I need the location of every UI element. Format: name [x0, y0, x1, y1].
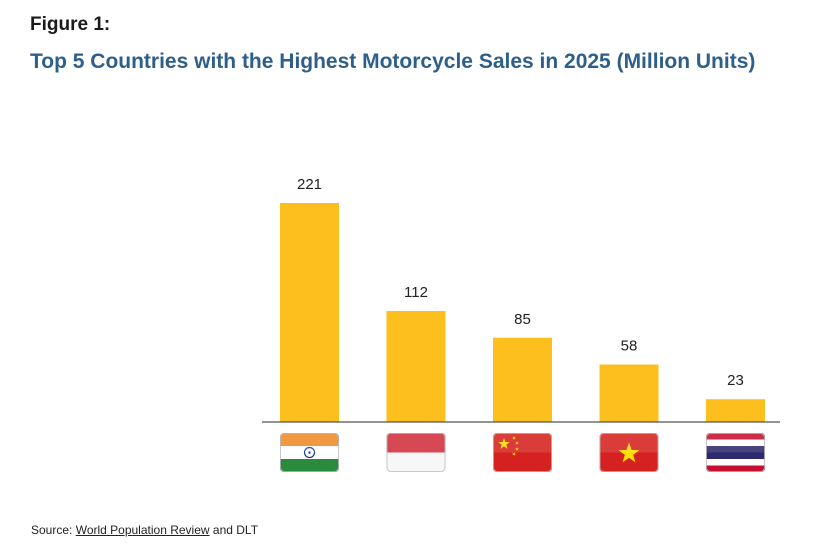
- bar-thailand: [706, 399, 765, 422]
- bar-india: [280, 203, 339, 422]
- source-prefix: Source:: [31, 523, 76, 537]
- vietnam-flag-icon: [599, 433, 659, 472]
- china-flag-icon: [493, 433, 552, 472]
- data-label-indonesia: 112: [404, 284, 428, 301]
- bar-chart: 221 112 85 58 23: [262, 176, 780, 472]
- bar-indonesia: [386, 311, 446, 422]
- bar-china: [493, 337, 552, 422]
- data-label-china: 85: [514, 311, 531, 328]
- bar-vietnam: [599, 364, 659, 422]
- thailand-flag-icon: [706, 433, 765, 472]
- figure-label: Figure 1:: [30, 14, 111, 35]
- source-link[interactable]: World Population Review: [75, 523, 210, 537]
- data-label-thailand: 23: [727, 372, 744, 389]
- data-label-india: 221: [297, 176, 322, 193]
- india-flag-icon: [280, 433, 339, 472]
- chart-title: Top 5 Countries with the Highest Motorcy…: [30, 50, 756, 73]
- source-note: Source: World Population Review and DLT: [31, 523, 258, 537]
- data-label-vietnam: 58: [621, 338, 638, 355]
- indonesia-flag-icon: [386, 433, 446, 472]
- source-suffix: and DLT: [209, 523, 259, 537]
